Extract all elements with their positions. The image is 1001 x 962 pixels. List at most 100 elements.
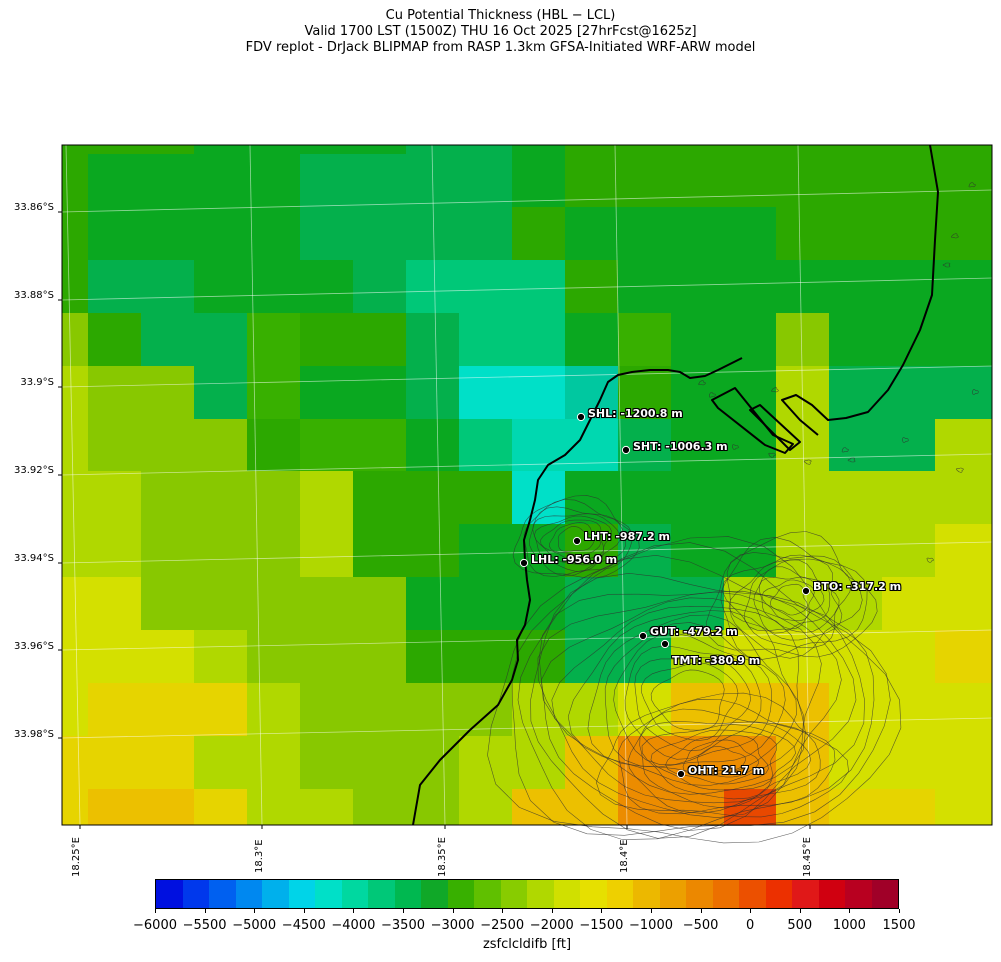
lat-label: 33.86°S xyxy=(14,202,54,213)
raster-cell xyxy=(247,630,301,684)
raster-cell xyxy=(247,260,301,314)
raster-cell xyxy=(141,260,195,314)
raster-cell xyxy=(247,313,301,367)
colorbar-tick-label: −3000 xyxy=(430,918,475,933)
colorbar-tick-mark xyxy=(353,909,355,913)
raster-cell xyxy=(406,577,460,631)
lat-label: 33.98°S xyxy=(14,729,54,740)
raster-cell xyxy=(618,419,672,472)
raster-cell xyxy=(353,313,407,367)
contour-line xyxy=(650,729,777,791)
colorbar-tick-label: 1500 xyxy=(882,918,916,933)
colorbar-tick-label: 0 xyxy=(746,918,755,933)
coastline-path xyxy=(412,357,743,826)
lon-label: 18.35°E xyxy=(437,837,448,877)
raster-cell xyxy=(459,524,513,578)
raster-cell xyxy=(935,145,993,155)
contour-line xyxy=(511,542,891,836)
colorbar-swatch xyxy=(447,880,474,908)
raster-cell xyxy=(406,736,460,790)
contour-line xyxy=(538,590,857,831)
raster-cell xyxy=(882,471,936,525)
lon-label: 18.3°E xyxy=(254,839,265,873)
graticule-line xyxy=(431,144,446,826)
title-line-3: FDV replot - DrJack BLIPMAP from RASP 1.… xyxy=(245,40,756,55)
raster-cell xyxy=(62,145,89,155)
station-marker-lhl xyxy=(519,558,529,568)
raster-cell xyxy=(141,366,195,420)
terrain-contours xyxy=(487,182,979,844)
graticule-line xyxy=(249,144,263,826)
raster-cell xyxy=(353,207,407,261)
contour-line xyxy=(708,392,716,398)
raster-cell xyxy=(88,683,142,737)
raster-cell xyxy=(88,366,142,420)
station-label-gut: GUT: -479.2 m xyxy=(650,625,738,638)
raster-cell xyxy=(882,260,936,314)
colorbar-swatch xyxy=(500,880,527,908)
contour-line xyxy=(537,591,842,819)
raster-cell xyxy=(300,154,354,208)
colorbar-swatch xyxy=(288,880,315,908)
raster-cell xyxy=(300,789,354,826)
raster-cell xyxy=(62,736,89,790)
contour-line xyxy=(587,614,797,775)
contour-line xyxy=(721,554,852,649)
raster-cell xyxy=(724,145,777,155)
graticule-line xyxy=(61,717,993,739)
raster-cell xyxy=(141,313,195,367)
colorbar-swatch xyxy=(235,880,262,908)
coastline-path xyxy=(781,144,939,436)
raster-cell xyxy=(62,366,89,420)
raster-cell xyxy=(62,524,89,578)
colorbar-swatch xyxy=(633,880,660,908)
raster-cell xyxy=(671,471,725,525)
contour-line xyxy=(761,579,815,622)
raster-cell xyxy=(724,154,777,208)
raster-cell xyxy=(935,207,993,261)
raster-cell xyxy=(300,630,354,684)
contour-line xyxy=(942,262,951,268)
raster-cell xyxy=(141,683,195,737)
lon-label: 18.25°E xyxy=(71,837,82,877)
raster-cell xyxy=(406,630,460,684)
colorbar-swatch xyxy=(474,880,501,908)
raster-cell xyxy=(141,789,195,826)
contour-line xyxy=(613,632,772,766)
raster-cell xyxy=(141,736,195,790)
raster-cell xyxy=(459,683,513,737)
raster-cell xyxy=(62,260,89,314)
raster-cell xyxy=(935,736,993,790)
raster-cell xyxy=(88,524,142,578)
station-marker-lht xyxy=(572,536,582,546)
raster-cell xyxy=(671,577,725,631)
contour-line xyxy=(604,622,786,768)
raster-cell xyxy=(300,145,354,155)
raster-cell xyxy=(141,630,195,684)
raster-cell xyxy=(512,419,566,472)
raster-cell xyxy=(882,577,936,631)
raster-cell xyxy=(618,145,672,155)
colorbar-tick-mark xyxy=(204,909,206,913)
colorbar-swatch xyxy=(606,880,633,908)
raster-cell xyxy=(300,207,354,261)
raster-cell xyxy=(512,207,566,261)
raster-cell xyxy=(194,789,248,826)
raster-cell xyxy=(565,313,619,367)
raster-cell xyxy=(353,577,407,631)
raster-cell xyxy=(194,577,248,631)
raster-cell xyxy=(935,366,993,420)
raster-cell xyxy=(88,145,142,155)
raster-cell xyxy=(671,154,725,208)
raster-cell xyxy=(247,154,301,208)
colorbar-tick-mark xyxy=(551,909,553,913)
raster-cell xyxy=(247,683,301,737)
raster-cell xyxy=(141,145,195,155)
colorbar-swatch xyxy=(659,880,686,908)
raster-cell xyxy=(829,207,883,261)
raster-cell xyxy=(406,313,460,367)
raster-cell xyxy=(88,577,142,631)
raster-cell xyxy=(671,313,725,367)
station-marker-sht xyxy=(621,445,631,455)
raster-cell xyxy=(618,366,672,420)
